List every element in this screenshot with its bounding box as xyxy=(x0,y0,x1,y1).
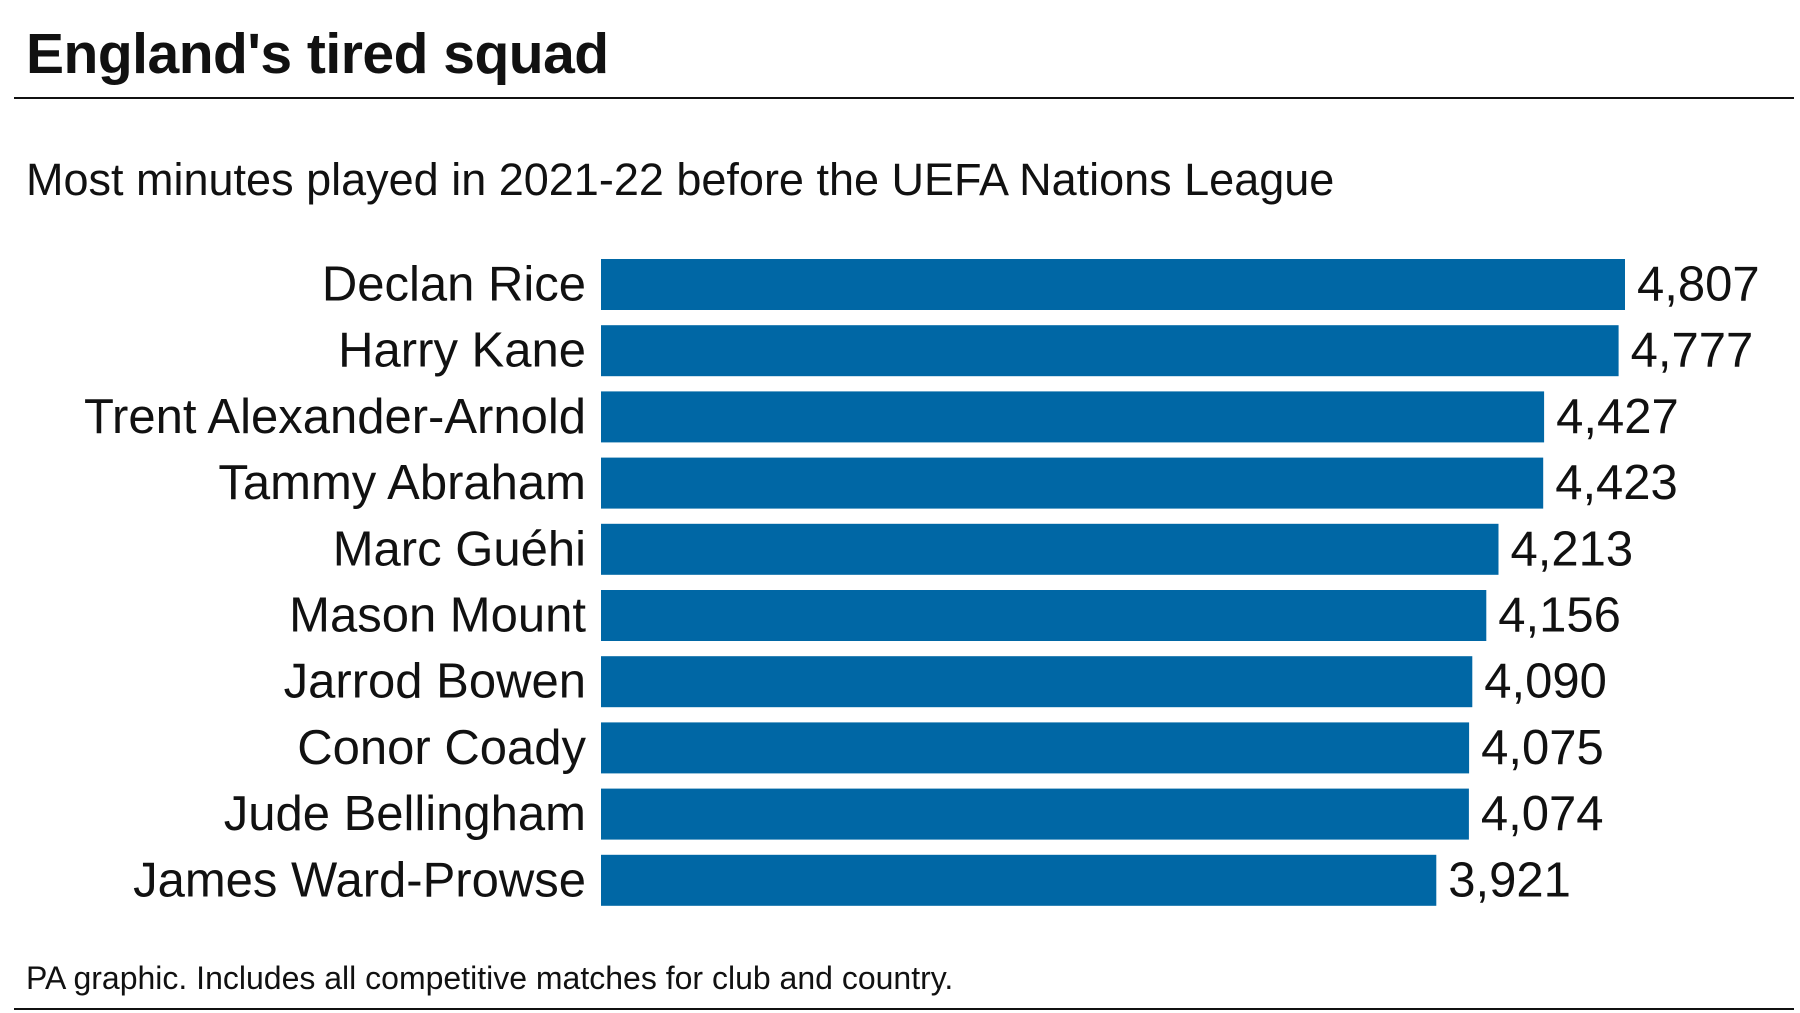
category-label: Conor Coady xyxy=(297,721,586,775)
category-label: Mason Mount xyxy=(289,589,586,643)
value-label: 4,156 xyxy=(1498,589,1621,643)
value-label: 4,777 xyxy=(1631,324,1754,378)
category-label: Harry Kane xyxy=(338,324,586,378)
bar-declan-rice xyxy=(601,259,1625,310)
bar-marc-gu-hi xyxy=(601,523,1499,575)
chart-subtitle: Most minutes played in 2021-22 before th… xyxy=(26,154,1335,205)
category-label: Declan Rice xyxy=(322,258,586,312)
category-label: Tammy Abraham xyxy=(218,456,586,510)
value-label: 4,075 xyxy=(1481,721,1604,775)
bar-mason-mount xyxy=(601,590,1487,641)
bar-tammy-abraham xyxy=(601,457,1544,509)
category-label: Marc Guéhi xyxy=(333,522,586,576)
source-note: PA graphic. Includes all competitive mat… xyxy=(26,960,954,996)
value-label: 4,427 xyxy=(1556,390,1679,444)
bar-jude-bellingham xyxy=(601,788,1469,840)
value-label: 4,090 xyxy=(1484,655,1607,709)
value-label: 4,074 xyxy=(1481,787,1604,841)
title-divider xyxy=(14,97,1794,99)
chart-title: England's tired squad xyxy=(26,22,609,86)
value-label: 4,807 xyxy=(1637,258,1760,312)
category-label: Jarrod Bowen xyxy=(284,655,586,709)
value-label: 3,921 xyxy=(1448,853,1571,907)
category-label: Trent Alexander-Arnold xyxy=(84,390,586,444)
bar-harry-kane xyxy=(601,325,1619,377)
category-label: James Ward-Prowse xyxy=(133,853,586,907)
bar-jarrod-bowen xyxy=(601,656,1473,708)
footer-divider xyxy=(14,1008,1794,1010)
value-label: 4,423 xyxy=(1555,456,1678,510)
bar-conor-coady xyxy=(601,722,1470,774)
bar-trent-alexander-arnold xyxy=(601,391,1545,443)
category-label: Jude Bellingham xyxy=(224,787,586,841)
bar-james-ward-prowse xyxy=(601,854,1437,906)
value-label: 4,213 xyxy=(1511,522,1634,576)
